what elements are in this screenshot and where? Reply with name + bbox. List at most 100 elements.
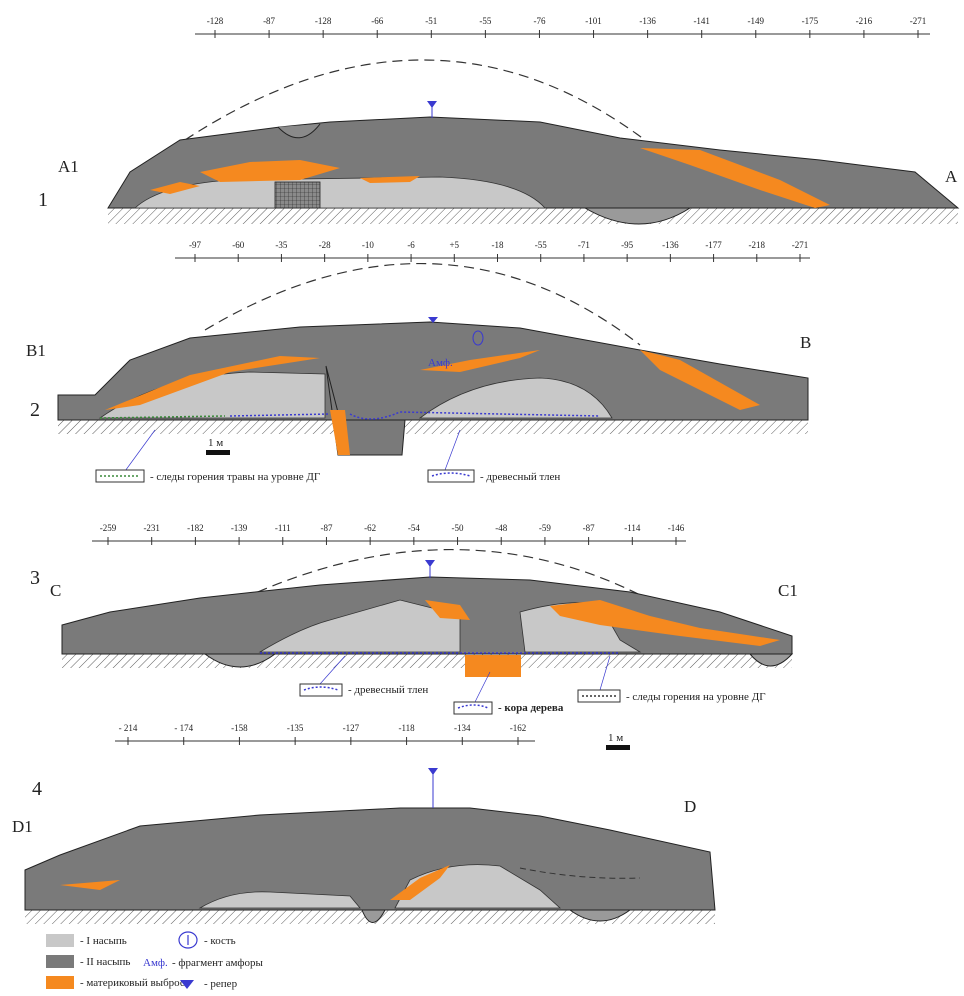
- soil-lens-4a: [60, 880, 120, 890]
- elevation-label: -87: [583, 523, 595, 533]
- soil-lens-3a: [425, 600, 470, 620]
- section-4: - 214 - 174 -158 -135 -127 -118 -134 -162 1 м 4…: [12, 723, 716, 924]
- elevation-label: -136: [662, 240, 679, 250]
- benchmark-icon-1: [427, 101, 437, 108]
- elevation-label: -134: [454, 723, 471, 733]
- wood-decay-line-2: [229, 411, 601, 420]
- pit-3a: [203, 653, 277, 668]
- scale-label-4: 1 м: [608, 732, 623, 744]
- mound-2-4: [24, 807, 716, 911]
- pit-4a: [361, 909, 386, 923]
- legend-label-bone: - кость: [204, 935, 236, 947]
- elevation-label: -76: [533, 16, 545, 26]
- scale-label-2: 1 м: [208, 437, 223, 449]
- inner-dashed-4: [519, 867, 641, 879]
- elevation-label: -175: [802, 16, 819, 26]
- note-wood-decay-3: - древесный тлен: [348, 684, 428, 696]
- scale-bar-2: [206, 450, 230, 455]
- elevation-label: -118: [398, 723, 415, 733]
- elevation-label: -51: [425, 16, 437, 26]
- elevation-label: -18: [492, 240, 504, 250]
- note-bark-3: - кора дерева: [498, 702, 564, 714]
- section-right-label-4: D: [684, 797, 696, 816]
- legend-label-soil: - материковый выброс: [80, 977, 185, 989]
- section-number-4: 4: [32, 778, 42, 800]
- elevation-label: -87: [263, 16, 275, 26]
- soil-lens-2b: [105, 356, 320, 410]
- amphora-label-2: Амф.: [428, 357, 453, 369]
- legend-label-fill1: - I насыпь: [80, 935, 127, 947]
- section-number-3: 3: [30, 567, 40, 589]
- elevation-label: -158: [231, 723, 248, 733]
- elevation-label: -218: [749, 240, 766, 250]
- ground-hatch-1: [108, 208, 958, 224]
- elevation-label: -128: [315, 16, 332, 26]
- scale-bar-4: [606, 745, 630, 750]
- elevation-label: -146: [668, 523, 685, 533]
- elevation-label: -6: [407, 240, 415, 250]
- section-2: -97 -60 -35 -28 -10 -6 +5 -18 -55 -71 -95 -136 -177 -…: [26, 240, 811, 483]
- bone-icon: [178, 931, 198, 949]
- elevation-label: -35: [275, 240, 287, 250]
- elevation-label: -28: [319, 240, 331, 250]
- elevation-label: -62: [364, 523, 376, 533]
- pit-4b: [568, 909, 632, 922]
- soil-lens-2c: [640, 350, 760, 410]
- grass-burning-line-2: [99, 415, 226, 419]
- elevation-label: -71: [578, 240, 590, 250]
- note-burning-3: - следы горения на уровне ДГ: [626, 691, 766, 703]
- elevation-label: -182: [187, 523, 204, 533]
- pit-1a: [277, 123, 321, 139]
- elevation-label: -271: [910, 16, 927, 26]
- note-wood-decay-2: - древесный тлен: [480, 471, 560, 483]
- elevation-label: -231: [143, 523, 160, 533]
- mound-1-2b: [418, 377, 613, 419]
- reconstruction-arc-3: [199, 549, 651, 621]
- section-left-label-4: D1: [12, 817, 33, 836]
- elevation-label: -271: [792, 240, 809, 250]
- elevation-label: -162: [510, 723, 527, 733]
- elevation-label: -111: [275, 523, 291, 533]
- elevation-label: -97: [189, 240, 201, 250]
- legend-label-amphora: - фрагмент амфоры: [172, 957, 264, 969]
- section-number-1: 1: [38, 189, 48, 211]
- elevation-label: -55: [479, 16, 491, 26]
- elevation-label: -141: [693, 16, 710, 26]
- elevation-label: -101: [585, 16, 602, 26]
- soil-lens-1a: [200, 160, 340, 182]
- elevation-label: -135: [287, 723, 304, 733]
- wood-decay-swatch-3: [299, 683, 343, 697]
- legend-swatch-soil: [46, 976, 74, 989]
- legend-label-fill2: - II насыпь: [80, 956, 130, 968]
- elevation-label: -95: [621, 240, 633, 250]
- elevation-label: -114: [624, 523, 641, 533]
- soil-lens-3b: [550, 600, 780, 646]
- elevation-label: -127: [343, 723, 360, 733]
- pit-1b: [583, 207, 692, 225]
- elevation-label: +5: [449, 240, 459, 250]
- legend: - I насыпь - II насыпь - материковый выб…: [46, 931, 264, 990]
- elevation-label: -87: [320, 523, 332, 533]
- elevation-label: - 174: [174, 723, 193, 733]
- soil-lens-2a: [330, 410, 350, 455]
- elevation-label: -216: [856, 16, 873, 26]
- wood-decay-swatch-2: [427, 469, 475, 483]
- elevation-label: -55: [535, 240, 547, 250]
- note-grass-burning: - следы горения травы на уровне ДГ: [150, 471, 320, 483]
- elevation-label: -10: [362, 240, 374, 250]
- legend-swatch-fill1: [46, 934, 74, 947]
- section-1: -128 -87 -128 -66 -51 -55 -76 -101 -136 -141 -149 -…: [38, 16, 960, 225]
- elevation-label: -139: [231, 523, 248, 533]
- soil-lens-2d: [420, 350, 540, 372]
- section-left-label-1: A1: [58, 157, 79, 176]
- elevation-label: -149: [748, 16, 765, 26]
- grid-block-1: [274, 181, 321, 209]
- elevation-label: -59: [539, 523, 551, 533]
- benchmark-icon-2: [428, 317, 438, 323]
- reconstruction-arc-1: [184, 59, 646, 141]
- elevation-label: -136: [639, 16, 656, 26]
- mound-1-4: [198, 891, 361, 909]
- legend-swatch-fill2: [46, 955, 74, 968]
- elevation-label: -177: [705, 240, 722, 250]
- section-right-label-3: C1: [778, 581, 798, 600]
